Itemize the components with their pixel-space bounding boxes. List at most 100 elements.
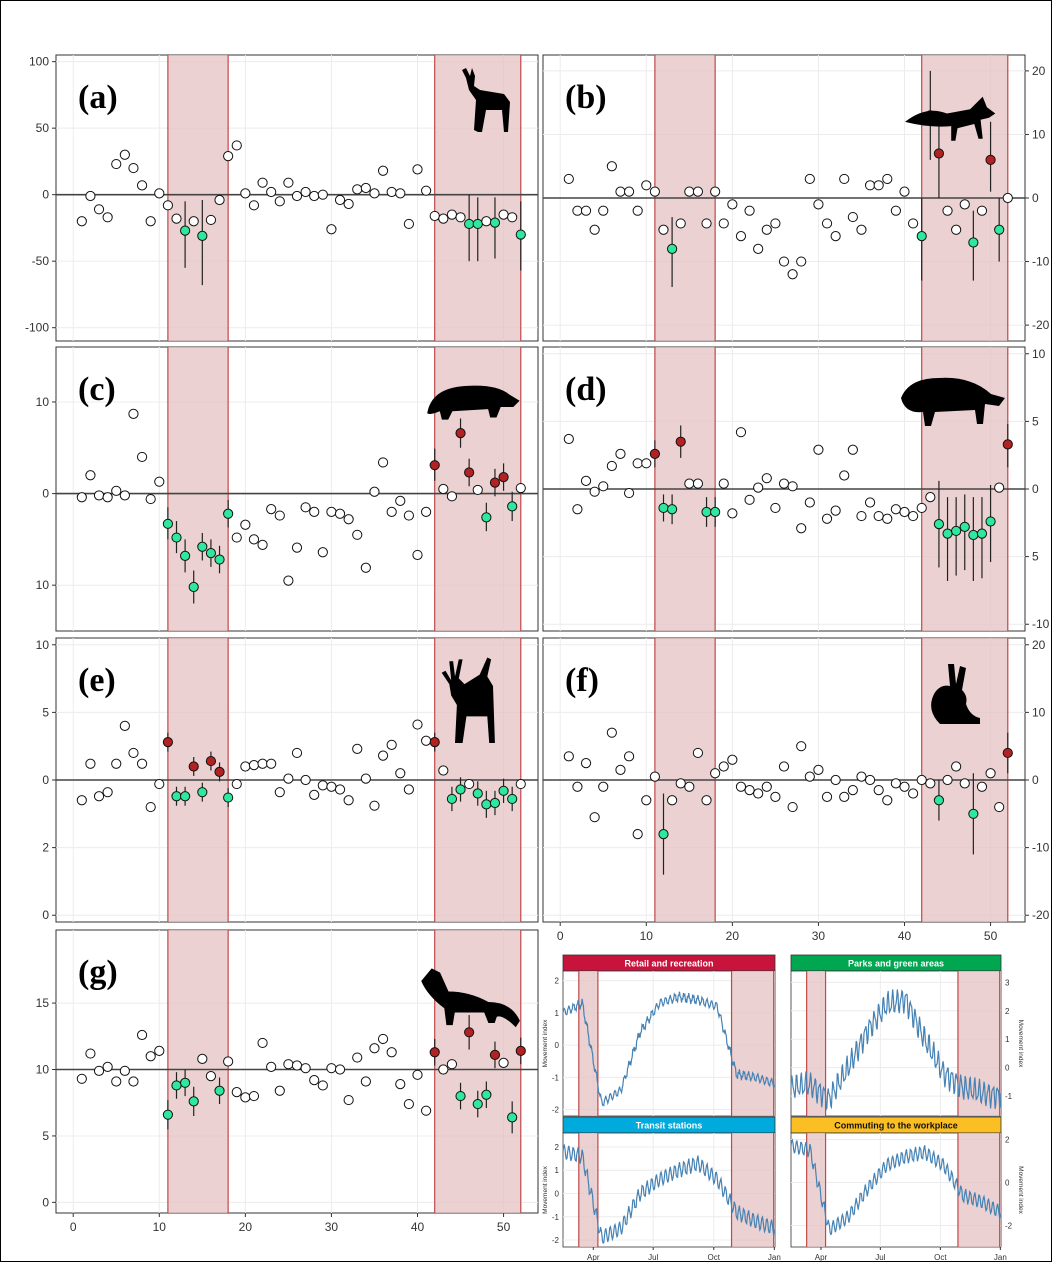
data-point xyxy=(658,502,669,514)
data-point xyxy=(735,781,747,792)
data-point xyxy=(438,213,449,224)
data-point xyxy=(481,216,492,227)
data-point xyxy=(882,795,893,806)
data-point xyxy=(916,502,927,514)
y-axis-title: Movement index xyxy=(1017,1166,1024,1214)
data-point xyxy=(326,781,337,792)
panel-label: (g) xyxy=(78,954,118,991)
panel-a: -100 -50 0 50 100 (a) xyxy=(25,54,539,342)
data-point xyxy=(899,506,910,518)
data-point xyxy=(489,217,501,228)
data-point xyxy=(274,196,285,207)
data-point xyxy=(145,1051,156,1062)
data-point xyxy=(85,1048,96,1059)
data-point xyxy=(76,216,87,227)
data-point xyxy=(675,218,686,229)
lockdown-band xyxy=(167,930,229,1213)
data-point xyxy=(649,771,660,782)
data-point xyxy=(951,224,962,235)
data-point xyxy=(429,460,440,471)
data-point xyxy=(119,720,130,732)
data-point xyxy=(472,484,483,496)
data-point xyxy=(994,801,1005,813)
data-point xyxy=(985,768,996,779)
data-point xyxy=(429,210,440,222)
data-point xyxy=(377,1033,389,1045)
data-point xyxy=(908,788,919,799)
raccoon-dog-icon xyxy=(421,968,520,1028)
data-point xyxy=(180,225,191,236)
data-point xyxy=(309,506,320,518)
data-point xyxy=(464,218,475,230)
y-tick-label: 0 xyxy=(1005,1064,1010,1073)
data-point xyxy=(257,539,268,550)
strip-title: Commuting to the workplace xyxy=(834,1121,958,1131)
data-point xyxy=(976,528,988,539)
data-point xyxy=(623,186,635,197)
data-point xyxy=(916,774,927,786)
data-point xyxy=(778,478,790,489)
data-point xyxy=(240,188,251,199)
data-point xyxy=(753,788,764,799)
data-point xyxy=(421,185,432,196)
data-point xyxy=(498,785,509,796)
data-point xyxy=(93,490,105,501)
data-point xyxy=(701,506,712,518)
data-point xyxy=(412,549,423,561)
y-tick-label: 0 xyxy=(42,773,49,787)
data-point xyxy=(326,506,337,518)
data-point xyxy=(128,747,139,759)
data-point xyxy=(455,428,466,439)
data-point xyxy=(291,1060,303,1071)
data-point xyxy=(472,218,483,230)
data-point xyxy=(352,184,363,195)
data-point xyxy=(369,800,380,811)
y-tick-label: 1 xyxy=(555,1166,560,1175)
data-point xyxy=(85,470,96,481)
x-tick-label: 10 xyxy=(640,929,654,943)
data-point xyxy=(796,523,807,534)
data-point xyxy=(162,1109,173,1120)
y-tick-label: 2 xyxy=(555,977,560,986)
data-point xyxy=(257,177,268,188)
data-point xyxy=(1002,439,1013,450)
data-point xyxy=(145,493,156,505)
data-point xyxy=(334,508,346,519)
data-point xyxy=(908,510,919,522)
data-point xyxy=(257,1037,268,1049)
data-point xyxy=(412,1069,423,1080)
data-point xyxy=(787,801,798,813)
data-point xyxy=(438,765,449,776)
panel-label: (e) xyxy=(78,662,116,699)
data-point xyxy=(1002,747,1013,759)
data-point xyxy=(994,224,1005,235)
data-point xyxy=(395,495,406,507)
data-point xyxy=(856,510,867,522)
data-point xyxy=(369,188,380,199)
data-point xyxy=(464,467,475,478)
data-point xyxy=(102,1061,113,1072)
data-point xyxy=(343,514,354,525)
y-tick-label: -2 xyxy=(552,1236,560,1245)
data-point xyxy=(580,205,592,216)
data-point xyxy=(598,205,609,216)
data-point xyxy=(171,791,182,802)
roe-deer-icon xyxy=(462,68,510,132)
x-tick-label: 0 xyxy=(70,1220,77,1234)
data-point xyxy=(446,491,458,502)
data-point xyxy=(317,189,328,200)
y-tick-label: -1 xyxy=(552,1073,560,1082)
x-tick-label: 10 xyxy=(153,1220,167,1234)
y-tick-label: 5 xyxy=(1032,550,1039,564)
data-point xyxy=(727,754,738,765)
data-point xyxy=(386,506,397,518)
data-point xyxy=(959,778,970,789)
panel-b: -20 -10 0 10 20 (b) xyxy=(542,54,1050,342)
data-point xyxy=(985,516,996,527)
data-point xyxy=(942,205,953,216)
data-point xyxy=(257,758,268,769)
data-point xyxy=(641,795,652,806)
data-point xyxy=(727,508,738,519)
wild-boar-icon xyxy=(901,377,1005,426)
data-point xyxy=(481,799,492,810)
